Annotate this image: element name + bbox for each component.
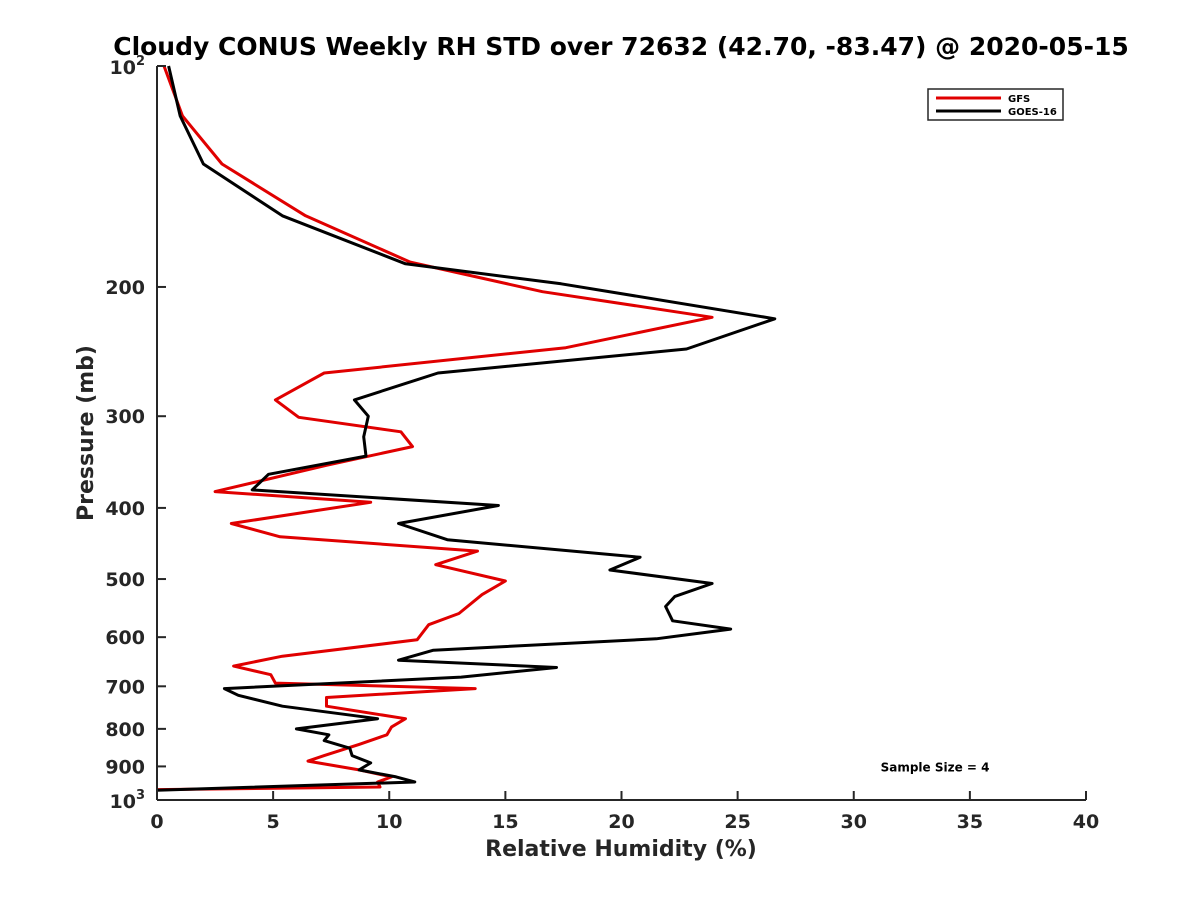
legend-label: GFS	[1008, 94, 1030, 105]
x-tick-label: 25	[724, 811, 750, 833]
series-line-gfs	[156, 65, 714, 792]
x-tick-label: 0	[150, 811, 163, 833]
y-tick-label: 200	[105, 277, 145, 299]
series-line-goes-16	[156, 65, 777, 792]
y-tick-label: 300	[105, 406, 145, 428]
y-tick-label: 400	[105, 498, 145, 520]
y-tick-label: 103	[110, 788, 146, 813]
y-tick-label: 102	[110, 54, 146, 79]
plot-area: 0 5 10 15 20 25 30 35 40 102 200 300 400 500 600 700 800…	[105, 54, 1099, 833]
legend-box	[927, 88, 1064, 121]
x-tick-label: 40	[1073, 811, 1099, 833]
sample-size-annotation: Sample Size = 4	[881, 760, 990, 774]
y-axis-label: Pressure (mb)	[74, 345, 99, 521]
x-tick-label: 20	[608, 811, 634, 833]
legend-label: GOES-16	[1008, 107, 1057, 118]
x-tick-label: 5	[267, 811, 280, 833]
y-tick-label: 900	[105, 756, 145, 778]
chart-title: Cloudy CONUS Weekly RH STD over 72632 (4…	[113, 32, 1129, 61]
y-tick-label: 800	[105, 719, 145, 741]
x-tick-label: 30	[841, 811, 867, 833]
y-tick-label: 600	[105, 627, 145, 649]
legend: GFS GOES-16	[927, 88, 1064, 121]
x-tick-label: 10	[376, 811, 402, 833]
x-tick-label: 35	[957, 811, 983, 833]
x-axis-label: Relative Humidity (%)	[485, 837, 757, 862]
y-tick-label: 500	[105, 569, 145, 591]
y-tick-label: 700	[105, 676, 145, 698]
x-tick-label: 15	[492, 811, 518, 833]
